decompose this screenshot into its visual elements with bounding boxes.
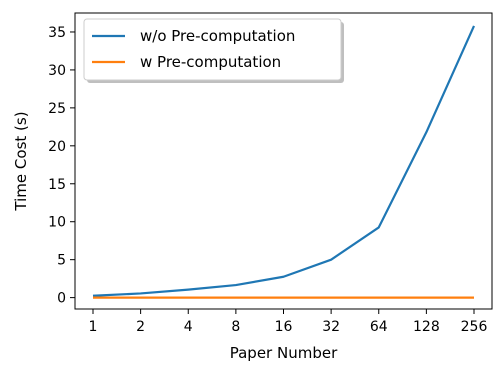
x-tick-label: 256 (461, 319, 488, 335)
y-tick-label: 25 (48, 101, 66, 117)
y-tick-label: 5 (57, 253, 66, 269)
x-tick-label: 16 (275, 319, 293, 335)
y-tick-label: 0 (57, 291, 66, 307)
y-tick-label: 15 (48, 177, 66, 193)
y-tick-label: 30 (48, 63, 66, 79)
x-tick-label: 2 (136, 319, 145, 335)
x-tick-label: 4 (184, 319, 193, 335)
x-axis-label: Paper Number (230, 344, 338, 362)
legend-label-w-precomputation: w Pre-computation (140, 53, 281, 71)
x-tick-label: 64 (370, 319, 388, 335)
x-tick-label: 8 (231, 319, 240, 335)
legend-label-wo-precomputation: w/o Pre-computation (140, 27, 295, 45)
x-tick-label: 1 (89, 319, 98, 335)
legend: w/o Pre-computation w Pre-computation (84, 19, 344, 83)
y-axis-label: Time Cost (s) (12, 111, 30, 211)
y-tick-label: 35 (48, 25, 66, 41)
y-tick-label: 10 (48, 215, 66, 231)
y-tick-label: 20 (48, 139, 66, 155)
x-tick-label: 32 (322, 319, 340, 335)
x-tick-label: 128 (413, 319, 440, 335)
